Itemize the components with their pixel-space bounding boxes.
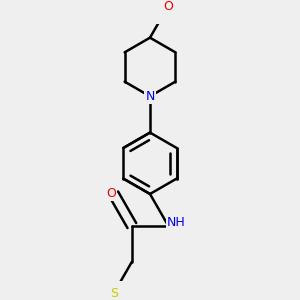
- Text: NH: NH: [167, 216, 186, 229]
- Text: O: O: [106, 188, 116, 200]
- Text: S: S: [110, 287, 118, 300]
- Text: N: N: [145, 90, 155, 103]
- Text: O: O: [163, 0, 173, 13]
